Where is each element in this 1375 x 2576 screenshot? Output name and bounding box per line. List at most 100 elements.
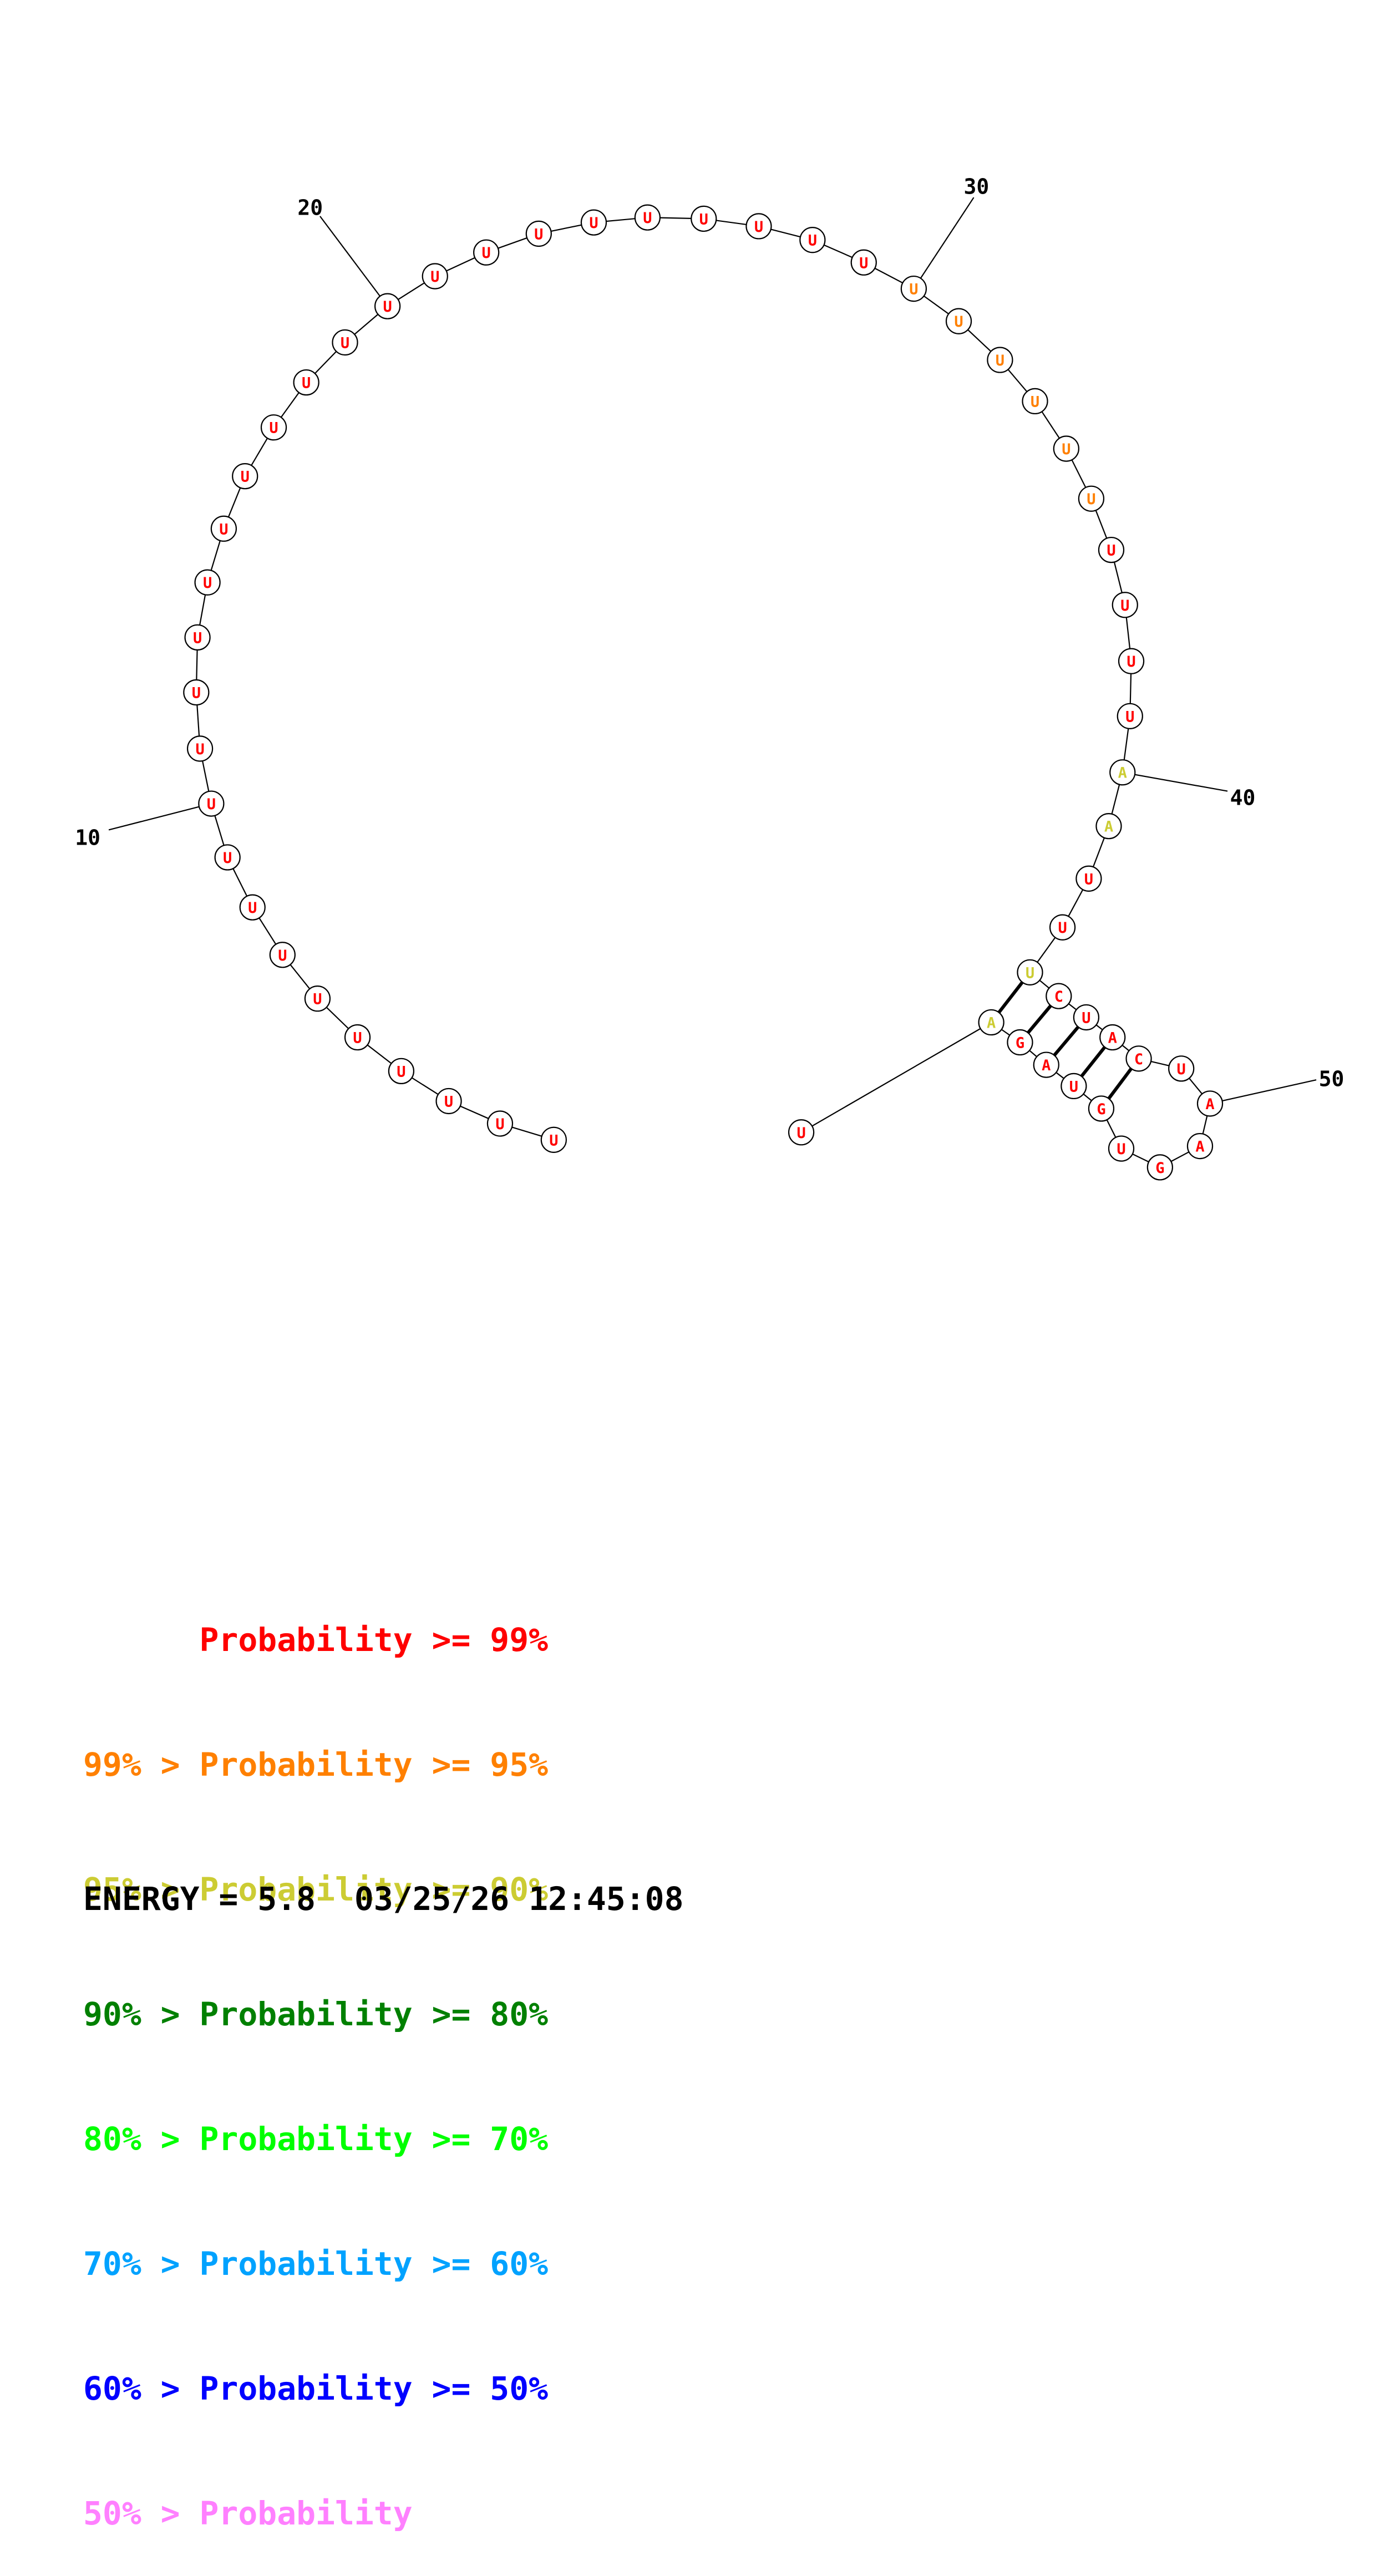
legend-row: 90% > Probability >= 80% bbox=[83, 1995, 549, 2033]
nucleotide-circle bbox=[1095, 813, 1122, 840]
nucleotide-circle bbox=[1118, 648, 1145, 674]
nucleotide-circle bbox=[269, 942, 296, 968]
legend-row: 99% > Probability >= 95% bbox=[83, 1746, 549, 1784]
nucleotide-circle bbox=[1112, 592, 1138, 618]
nucleotide-letter: U bbox=[534, 226, 543, 243]
nucleotide-letter: G bbox=[1097, 1101, 1105, 1118]
nucleotide-letter: U bbox=[203, 575, 212, 592]
nucleotide: U bbox=[691, 205, 717, 232]
nucleotide-letter: U bbox=[1062, 441, 1070, 458]
nucleotide-circle bbox=[1186, 1132, 1214, 1160]
nucleotide-letter: C bbox=[1054, 988, 1063, 1005]
nucleotide: U bbox=[1053, 435, 1079, 462]
nucleotide: U bbox=[1073, 1004, 1100, 1031]
nucleotide-letter: U bbox=[954, 313, 963, 331]
nucleotide: U bbox=[1061, 1073, 1087, 1100]
nucleotide-circle bbox=[198, 790, 225, 817]
nucleotide: U bbox=[269, 942, 296, 968]
nucleotide-letter: U bbox=[195, 741, 204, 758]
energy-value: ENERGY = 5.8 bbox=[83, 1880, 316, 1918]
nucleotide: U bbox=[634, 204, 661, 231]
nucleotide-letter: U bbox=[193, 629, 202, 647]
nucleotide-letter: U bbox=[1117, 1141, 1125, 1158]
nucleotide-letter: U bbox=[1058, 919, 1067, 937]
nucleotide-circle bbox=[1109, 759, 1136, 786]
nucleotide-circle bbox=[388, 1058, 415, 1085]
nucleotide: U bbox=[745, 213, 772, 240]
nucleotide-letter: U bbox=[302, 375, 311, 392]
nucleotide-letter: U bbox=[278, 947, 287, 964]
nucleotide-letter: U bbox=[1026, 964, 1034, 982]
nucleotide-circle bbox=[945, 308, 972, 334]
nucleotide-circle bbox=[580, 209, 607, 236]
nucleotide: U bbox=[198, 790, 225, 817]
nucleotide-letter: G bbox=[1155, 1160, 1164, 1177]
nucleotide-circle bbox=[1073, 1004, 1100, 1031]
nucleotide-letter: G bbox=[1016, 1035, 1024, 1052]
nucleotide-circle bbox=[540, 1126, 567, 1153]
nucleotide-letter: U bbox=[241, 469, 250, 486]
nucleotide-letter: U bbox=[808, 232, 817, 250]
nucleotide-letter: U bbox=[754, 219, 763, 236]
nucleotide: U bbox=[304, 985, 331, 1012]
nucleotide: U bbox=[186, 735, 214, 762]
nucleotide: U bbox=[987, 347, 1013, 373]
nucleotide-circle bbox=[634, 204, 661, 231]
nucleotide-circle bbox=[304, 985, 331, 1012]
nucleotide: A bbox=[1186, 1132, 1214, 1160]
probability-legend: Probability >= 99% 99% > Probability >= … bbox=[83, 1536, 548, 2576]
nucleotide: U bbox=[344, 1024, 371, 1051]
legend-row: 70% > Probability >= 60% bbox=[83, 2245, 549, 2283]
nucleotide-letter: U bbox=[796, 1125, 805, 1142]
nucleotide-circle bbox=[344, 1024, 371, 1051]
nucleotide: U bbox=[374, 293, 401, 319]
nucleotide-letter: U bbox=[1087, 491, 1095, 508]
nucleotide-nodes: U U U U U U U U U U U U U U U U U U U U U U U U U U U U U U U U U U U U U U U A… bbox=[183, 204, 1224, 1181]
nucleotide: U bbox=[1017, 959, 1043, 985]
nucleotide-letter: U bbox=[397, 1063, 405, 1080]
nucleotide: U bbox=[1118, 648, 1145, 674]
position-tick-line bbox=[319, 216, 388, 307]
nucleotide-circle bbox=[799, 227, 826, 253]
nucleotide: U bbox=[1168, 1055, 1195, 1082]
nucleotide-letter: U bbox=[1031, 393, 1039, 410]
nucleotide-circle bbox=[214, 844, 241, 871]
nucleotide: U bbox=[788, 1119, 815, 1146]
nucleotide-letter: U bbox=[482, 245, 491, 262]
nucleotide: U bbox=[332, 329, 358, 356]
nucleotide: A bbox=[1099, 1024, 1126, 1051]
nucleotide-letter: U bbox=[1084, 871, 1093, 888]
nucleotide: U bbox=[210, 515, 237, 542]
nucleotide-circle bbox=[900, 275, 927, 302]
nucleotide-letter: U bbox=[909, 281, 918, 298]
legend-row: 80% > Probability >= 70% bbox=[83, 2120, 549, 2158]
nucleotide-letter: U bbox=[269, 420, 278, 437]
nucleotide: U bbox=[945, 308, 972, 334]
nucleotide: U bbox=[540, 1126, 567, 1153]
nucleotide-letter: U bbox=[699, 211, 708, 228]
nucleotide-letter: A bbox=[1205, 1096, 1214, 1113]
nucleotide-circle bbox=[1049, 914, 1076, 941]
position-ticks: 10 20 30 40 50 bbox=[75, 174, 1344, 1105]
nucleotide: U bbox=[184, 624, 211, 651]
nucleotide-circle bbox=[232, 463, 258, 490]
nucleotide: U bbox=[580, 209, 607, 236]
nucleotide-circle bbox=[1053, 435, 1079, 462]
nucleotide-letter: A bbox=[1108, 1030, 1117, 1047]
nucleotide: U bbox=[293, 369, 319, 396]
nucleotide-letter: U bbox=[1120, 597, 1129, 614]
nucleotide-circle bbox=[194, 569, 221, 596]
nucleotide-circle bbox=[374, 293, 401, 319]
nucleotide: U bbox=[232, 463, 258, 490]
nucleotide-letter: U bbox=[430, 268, 439, 286]
nucleotide-circle bbox=[473, 239, 500, 266]
backbone-segment bbox=[801, 1022, 992, 1133]
nucleotide: U bbox=[388, 1058, 415, 1085]
nucleotide: G bbox=[1146, 1154, 1174, 1181]
nucleotide-circle bbox=[422, 263, 448, 289]
nucleotide-letter: A bbox=[987, 1014, 996, 1032]
position-label: 20 bbox=[297, 196, 323, 220]
nucleotide: C bbox=[1046, 983, 1072, 1009]
nucleotide-circle bbox=[1017, 959, 1043, 985]
